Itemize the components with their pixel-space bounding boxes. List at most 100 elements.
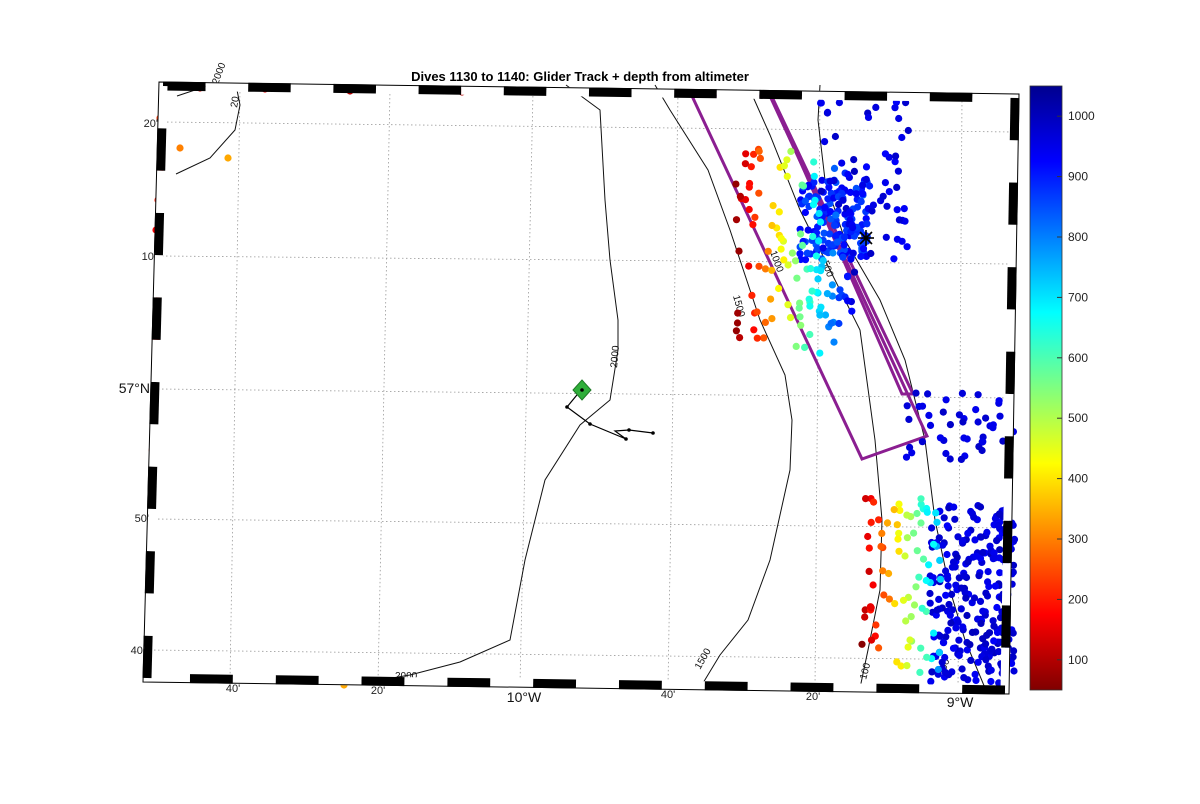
depth-point <box>783 156 791 164</box>
depth-point <box>831 132 840 141</box>
depth-point <box>903 534 912 542</box>
frame-segment <box>1005 351 1016 395</box>
depth-point <box>780 162 789 170</box>
contour-label: 2000 <box>609 345 622 369</box>
depth-point <box>734 309 742 317</box>
contour-label: 100 <box>858 661 873 680</box>
depth-point <box>985 629 994 637</box>
depth-point <box>866 182 874 190</box>
frame-segment <box>153 212 165 256</box>
frame-border <box>142 81 1020 695</box>
depth-point <box>916 668 924 677</box>
depth-point <box>910 601 919 609</box>
colorbar-tick-label: 700 <box>1068 290 1088 304</box>
depth-point <box>176 144 184 152</box>
depth-point <box>893 521 901 529</box>
depth-point <box>944 582 952 590</box>
depth-point <box>784 301 792 309</box>
depth-point <box>761 318 770 326</box>
depth-point <box>862 175 870 183</box>
depth-point <box>850 156 858 164</box>
depth-point <box>823 290 832 298</box>
frame-segment <box>1002 520 1013 564</box>
depth-point <box>941 668 950 677</box>
depth-point <box>821 204 829 212</box>
depth-point <box>917 500 925 509</box>
depth-point <box>942 567 950 575</box>
frame-segment <box>232 674 276 685</box>
frame-segment <box>155 170 166 213</box>
depth-point <box>883 519 892 527</box>
depth-point <box>906 443 914 451</box>
depth-point <box>936 632 944 640</box>
depth-point <box>817 267 825 275</box>
depth-point <box>830 338 838 346</box>
depth-point <box>975 572 983 580</box>
depth-point <box>846 188 855 196</box>
depth-point <box>829 249 837 257</box>
depth-point <box>857 198 865 206</box>
depth-point <box>899 596 908 604</box>
lat-label: 10' <box>142 251 156 263</box>
depth-point <box>943 522 951 530</box>
depth-point <box>1009 653 1017 661</box>
frame-segment <box>146 673 190 684</box>
depth-point <box>946 611 954 619</box>
depth-point <box>812 252 821 260</box>
depth-point <box>755 262 763 270</box>
depth-point <box>935 648 944 657</box>
depth-point <box>933 518 941 526</box>
frame-segment <box>275 675 319 685</box>
depth-point <box>780 256 788 264</box>
depth-point <box>775 208 783 216</box>
depth-point <box>940 514 948 522</box>
depth-point <box>867 604 875 612</box>
depth-point <box>952 624 960 632</box>
depth-point <box>932 509 940 517</box>
depth-point <box>1009 629 1017 637</box>
frame-segment <box>157 85 168 129</box>
depth-point <box>864 113 873 121</box>
depth-point <box>867 518 875 527</box>
depth-point <box>958 665 966 673</box>
depth-point <box>891 104 899 112</box>
lon-label: 40' <box>226 683 240 695</box>
depth-point <box>816 311 824 319</box>
asterisk-icon <box>858 230 874 246</box>
frame-segment <box>461 85 504 96</box>
frame-segment <box>333 83 377 94</box>
depth-point <box>850 268 859 276</box>
depth-point <box>1010 535 1019 544</box>
frame-segment <box>631 88 675 98</box>
frame-segment <box>1004 393 1015 437</box>
frame-segment <box>404 677 448 687</box>
depth-point <box>844 297 852 305</box>
frame-segment <box>1004 436 1014 479</box>
depth-point <box>898 133 906 142</box>
depth-point <box>928 668 936 676</box>
frame-segment <box>143 593 154 636</box>
depth-point <box>863 220 871 228</box>
depth-point <box>767 295 775 303</box>
depth-point <box>923 508 931 516</box>
depth-point <box>895 547 903 555</box>
depth-point <box>836 286 844 294</box>
depth-point <box>996 569 1004 577</box>
depth-point <box>819 244 827 252</box>
frame-segment <box>1001 563 1012 606</box>
depth-point <box>745 262 753 270</box>
depth-point <box>894 535 902 543</box>
frame-segment <box>1009 97 1020 141</box>
colorbar-tick-label: 200 <box>1068 592 1088 606</box>
depth-point <box>783 172 791 180</box>
frame-segment <box>361 676 405 687</box>
depth-point <box>972 676 980 685</box>
depth-point <box>880 591 888 599</box>
depth-point <box>900 205 908 213</box>
contour-label: 2000 <box>395 671 418 682</box>
colorbar-tick-label: 400 <box>1068 472 1088 486</box>
frame-segment <box>833 683 877 693</box>
frame-segment <box>972 92 1016 103</box>
depth-point <box>957 605 965 613</box>
frame-segment <box>248 82 291 93</box>
